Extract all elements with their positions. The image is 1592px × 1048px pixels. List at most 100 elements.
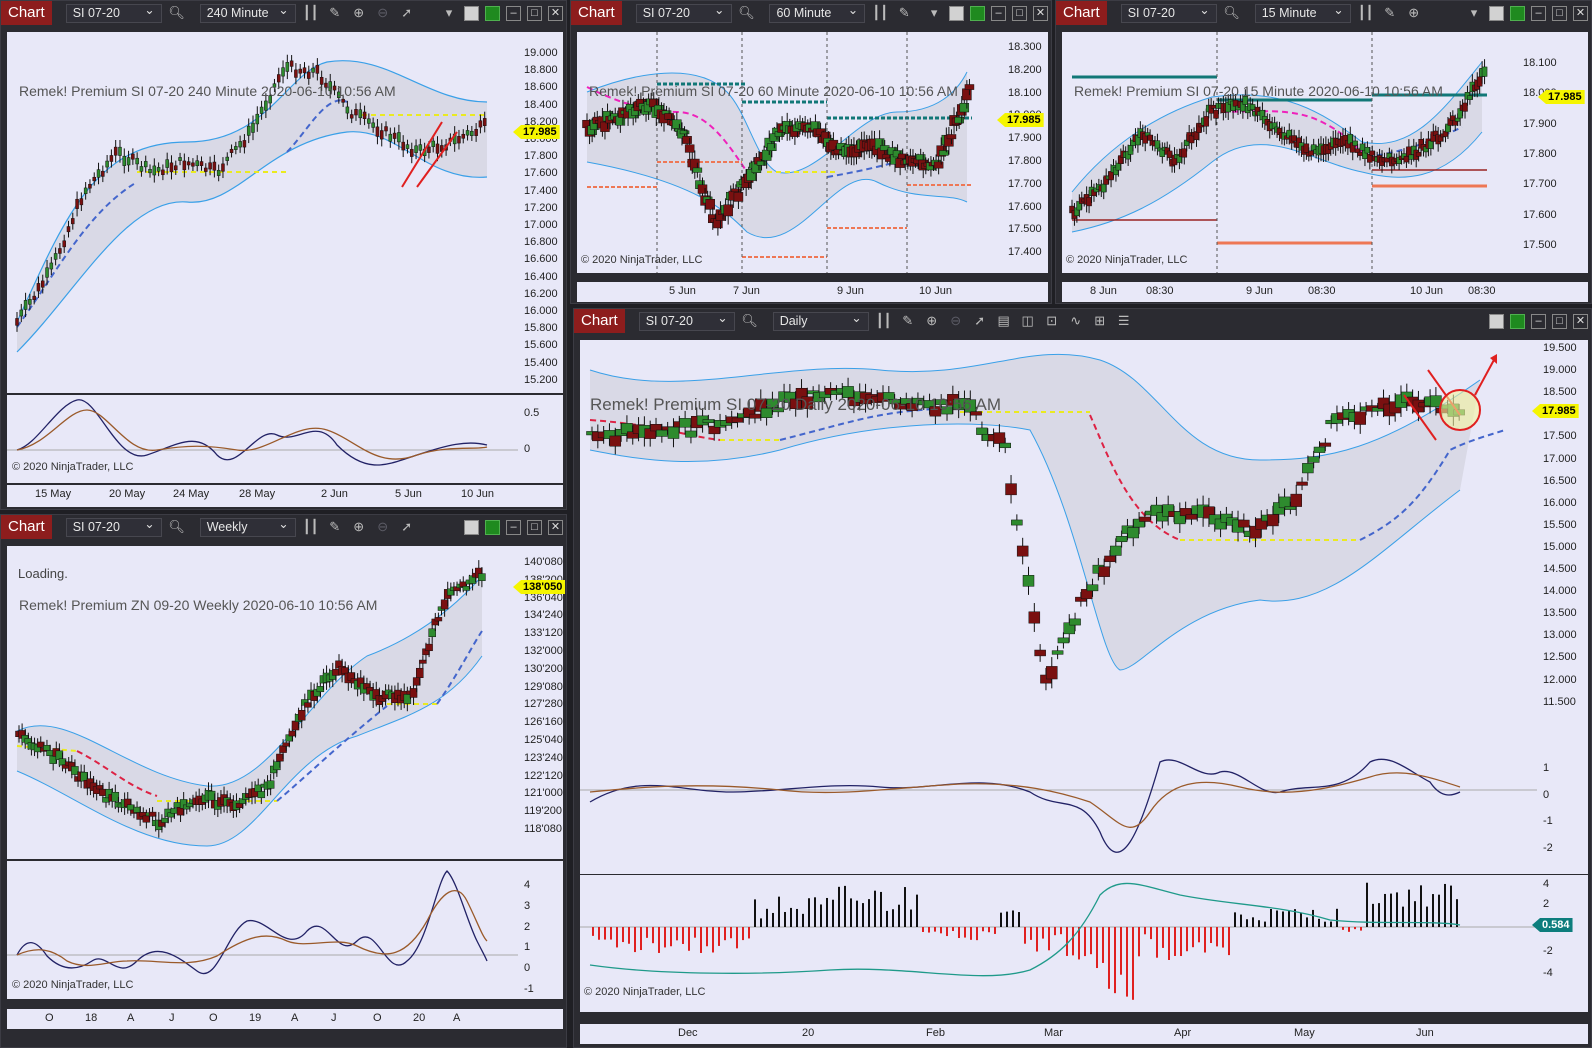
oscillator-panel[interactable]: © 2020 NinjaTrader, LLC (7, 395, 518, 483)
link-button[interactable] (464, 519, 479, 535)
draw-pencil-icon[interactable]: ✎ (898, 5, 910, 20)
link-color-button[interactable] (1510, 313, 1525, 329)
zoom-out-icon[interactable]: ⊖ (377, 519, 389, 534)
axis-tick-label: 17.500 (1543, 430, 1577, 443)
draw-pencil-icon[interactable]: ✎ (329, 5, 341, 20)
zoom-in-icon[interactable]: ⊕ (353, 519, 365, 534)
close-button[interactable]: ✕ (1573, 313, 1588, 329)
maximize-button[interactable]: □ (527, 519, 542, 535)
bar-type-icon[interactable]: ┃┃ (875, 313, 892, 328)
histogram-bar (802, 913, 804, 927)
timeframe-selector[interactable]: 60 Minute (769, 2, 866, 23)
bar-type-icon[interactable]: ┃┃ (302, 5, 319, 20)
search-icon[interactable]: 🔍︎ (168, 519, 185, 534)
oscillator-panel[interactable] (580, 752, 1537, 874)
zoom-out-icon[interactable]: ⊖ (950, 313, 962, 328)
candle-body (1454, 117, 1461, 122)
indicators-icon[interactable]: ∿ (1070, 313, 1082, 328)
zoom-in-icon[interactable]: ⊕ (353, 5, 365, 20)
candle-body (294, 69, 298, 78)
chart-tab[interactable]: Chart (571, 1, 622, 25)
maximize-button[interactable]: □ (527, 5, 542, 21)
data-box-icon[interactable]: ▤ (997, 313, 1010, 328)
candle-body (756, 160, 767, 166)
oscillator-panel[interactable]: © 2020 NinjaTrader, LLC (7, 861, 518, 999)
properties-icon[interactable]: ☰ (1117, 313, 1130, 328)
link-button[interactable] (1489, 313, 1504, 329)
instrument-selector[interactable]: SI 07-20 (635, 2, 732, 23)
draw-pencil-icon[interactable]: ✎ (329, 519, 341, 534)
chart-tab[interactable]: Chart (1, 1, 52, 25)
instrument-selector[interactable]: SI 07-20 (65, 516, 162, 537)
pointer-icon[interactable]: ➚ (401, 519, 413, 534)
minimize-button[interactable]: – (506, 5, 521, 21)
chart-tab[interactable]: Chart (574, 309, 625, 333)
bar-type-icon[interactable]: ┃┃ (1357, 5, 1374, 20)
candle-body (1115, 162, 1122, 171)
candle-body (970, 411, 982, 416)
dropdown-icon[interactable]: ▾ (930, 5, 938, 20)
bar-type-icon[interactable]: ┃┃ (872, 5, 889, 20)
dropdown-icon[interactable]: ▾ (1470, 5, 1478, 20)
zoom-in-icon[interactable]: ⊕ (926, 313, 938, 328)
axis-tick-label: 16.200 (524, 287, 558, 300)
histogram-bar (1360, 927, 1362, 931)
link-color-button[interactable] (1510, 5, 1525, 21)
maximize-button[interactable]: □ (1552, 5, 1567, 21)
link-button[interactable] (1489, 5, 1504, 21)
link-color-button[interactable] (970, 5, 986, 21)
draw-pencil-icon[interactable]: ✎ (1384, 5, 1396, 20)
chart-tab[interactable]: Chart (1, 515, 52, 539)
search-icon[interactable]: 🔍︎ (168, 5, 185, 20)
time-axis: 5 Jun 7 Jun 9 Jun 10 Jun (577, 282, 1048, 302)
minimize-button[interactable]: – (991, 5, 1007, 21)
link-color-button[interactable] (485, 5, 500, 21)
maximize-button[interactable]: □ (1552, 313, 1567, 329)
maximize-button[interactable]: □ (1012, 5, 1027, 21)
chart-trader-icon[interactable]: ◫ (1021, 313, 1034, 328)
minimize-button[interactable]: – (1531, 5, 1546, 21)
strategies-icon[interactable]: ⊞ (1094, 313, 1106, 328)
search-icon[interactable]: 🔍︎ (741, 313, 758, 328)
minimize-button[interactable]: – (506, 519, 521, 535)
bar-type-icon[interactable]: ┃┃ (302, 519, 319, 534)
price-panel[interactable]: Remek! Premium SI 07-20 15 Minute 2020-0… (1062, 32, 1517, 273)
zoom-in-icon[interactable]: ⊕ (1408, 5, 1420, 20)
snapshot-icon[interactable]: ⊡ (1046, 313, 1058, 328)
price-panel[interactable]: Loading. Remek! Premium ZN 09-20 Weekly … (7, 546, 518, 859)
timeframe-selector[interactable]: 15 Minute (1254, 2, 1351, 23)
candle-body (71, 766, 79, 775)
price-panel[interactable]: Remek! Premium SI 07-20 60 Minute 2020-0… (577, 32, 1002, 273)
price-panel[interactable]: Remek! Premium SI 07-20 Daily 2020-06-10… (580, 340, 1537, 752)
dropdown-icon[interactable]: ▾ (445, 5, 453, 20)
zoom-out-icon[interactable]: ⊖ (377, 5, 389, 20)
search-icon[interactable]: 🔍︎ (738, 5, 755, 20)
histogram-bar (664, 927, 666, 948)
search-icon[interactable]: 🔍︎ (1223, 5, 1240, 20)
histogram-panel[interactable]: © 2020 NinjaTrader, LLC (580, 875, 1537, 1012)
close-button[interactable]: ✕ (548, 519, 563, 535)
timeframe-selector[interactable]: Daily (772, 310, 869, 331)
instrument-selector[interactable]: SI 07-20 (638, 310, 735, 331)
instrument-selector[interactable]: SI 07-20 (65, 2, 162, 23)
pointer-icon[interactable]: ➚ (974, 313, 986, 328)
candle-body (207, 790, 216, 801)
instrument-selector[interactable]: SI 07-20 (1120, 2, 1217, 23)
draw-pencil-icon[interactable]: ✎ (902, 313, 914, 328)
histogram-bar (778, 896, 780, 927)
link-button[interactable] (464, 5, 479, 21)
price-panel[interactable]: Remek! Premium SI 07-20 240 Minute 2020-… (7, 32, 518, 393)
close-button[interactable]: ✕ (1033, 5, 1048, 21)
timeframe-selector[interactable]: 240 Minute (199, 2, 296, 23)
close-button[interactable]: ✕ (548, 5, 563, 21)
link-color-button[interactable] (485, 519, 500, 535)
close-button[interactable]: ✕ (1573, 5, 1588, 21)
histogram-bar (1066, 927, 1068, 956)
histogram-bar (1294, 909, 1296, 927)
link-button[interactable] (949, 5, 965, 21)
chart-tab[interactable]: Chart (1056, 1, 1107, 25)
minimize-button[interactable]: – (1531, 313, 1546, 329)
candle-body (62, 240, 66, 248)
pointer-icon[interactable]: ➚ (401, 5, 413, 20)
timeframe-selector[interactable]: Weekly (199, 516, 296, 537)
